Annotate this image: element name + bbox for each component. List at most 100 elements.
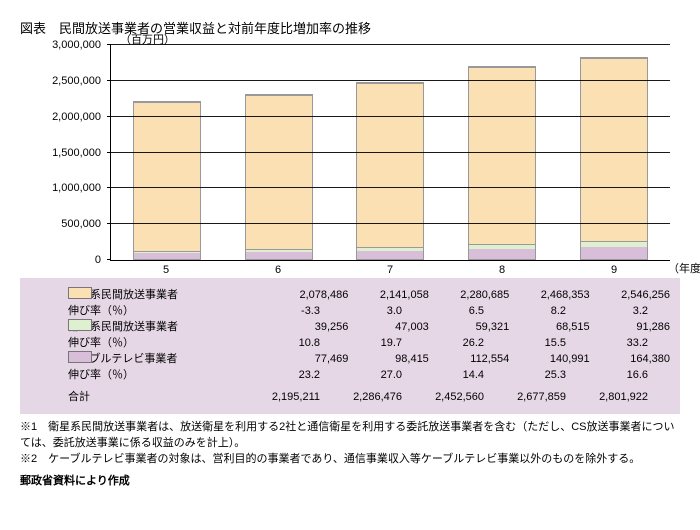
row-label: 地上系民間放送事業者 [68,286,268,302]
y-tick-label: 1,000,000 [41,182,101,194]
table-row: 伸び率（％）-3.33.06.58.23.2 [20,302,680,318]
x-end-label: （年度） [668,260,700,276]
cell-value: 2,078,486 [268,289,348,301]
gridline [111,116,670,117]
legend-swatch [68,287,92,299]
cell-value: 27.0 [320,369,402,381]
x-tick-label: 6 [244,264,312,276]
gridline [111,152,670,153]
cell-value: 10.8 [238,337,320,349]
cell-value: 91,286 [590,321,670,333]
cell-value: 2,677,859 [484,391,566,403]
cell-value: 14.4 [402,369,484,381]
source-line: 郵政省資料により作成 [20,474,680,490]
bar-segment-cable [246,252,312,259]
y-tick-label: 500,000 [41,218,101,230]
cell-value: 2,280,685 [429,289,509,301]
cell-value: -3.3 [238,305,320,317]
stacked-bar [580,57,648,260]
stacked-bar [356,82,424,260]
gridline [111,80,670,81]
table-row: 伸び率（％）10.819.726.215.533.2 [20,334,680,350]
legend-swatch [68,319,92,331]
row-label: 伸び率（％） [68,334,238,350]
table-row-total: 合計2,195,2112,286,4762,452,5602,677,8592,… [20,388,680,404]
stacked-bar [133,101,201,260]
footnote: ※2 ケーブルテレビ事業者の対象は、営利目的の事業者であり、通信事業収入等ケーブ… [20,452,680,468]
row-label: 合計 [68,388,238,404]
cell-value: 112,554 [429,353,509,365]
bar-column [245,94,313,260]
cell-value: 2,546,256 [590,289,670,301]
plot-area: 0500,0001,000,0001,500,0002,000,0002,500… [110,45,670,261]
bar-column [580,57,648,260]
cell-value: 2,468,353 [509,289,589,301]
cell-value: 2,141,058 [348,289,428,301]
cell-value: 3.0 [320,305,402,317]
chart-area: （百万円） （年度） 0500,0001,000,0001,500,0002,0… [110,45,670,261]
cell-value: 47,003 [348,321,428,333]
cell-value: 164,380 [590,353,670,365]
bar-segment-terrestrial [134,102,200,251]
x-tick-label: 5 [132,264,200,276]
bar-segment-terrestrial [581,58,647,240]
bar-segment-terrestrial [469,67,535,244]
y-tick-label: 1,500,000 [41,147,101,159]
cell-value: 2,452,560 [402,391,484,403]
row-label: 伸び率（％） [68,302,238,318]
legend-swatch [68,351,92,363]
table-row: 地上系民間放送事業者2,078,4862,141,0582,280,6852,4… [20,286,680,302]
bar-segment-cable [357,251,423,259]
row-label: ケーブルテレビ事業者 [68,350,268,366]
gridline [111,223,670,224]
cell-value: 23.2 [238,369,320,381]
bar-column [356,82,424,260]
cell-value: 8.2 [484,305,566,317]
cell-value: 25.3 [484,369,566,381]
cell-value: 59,321 [429,321,509,333]
bar-segment-terrestrial [246,95,312,248]
x-tick-label: 8 [468,264,536,276]
row-label: 衛星系民間放送事業者 [68,318,268,334]
stacked-bar [245,94,313,260]
x-tick-label: 7 [356,264,424,276]
cell-value: 2,801,922 [566,391,648,403]
bar-segment-cable [134,253,200,259]
cell-value: 3.2 [566,305,648,317]
cell-value: 15.5 [484,337,566,349]
cell-value: 140,991 [509,353,589,365]
cell-value: 2,195,211 [238,391,320,403]
data-table: 地上系民間放送事業者2,078,4862,141,0582,280,6852,4… [20,278,680,414]
y-tick-label: 2,500,000 [41,75,101,87]
bar-group [111,45,670,260]
stacked-bar [468,66,536,260]
bar-segment-cable [469,249,535,259]
gridline [111,187,670,188]
cell-value: 2,286,476 [320,391,402,403]
footnote: ※1 衛星系民間放送事業者は、放送衛星を利用する2社と通信衛星を利用する委託放送… [20,420,680,452]
cell-value: 39,256 [268,321,348,333]
row-label: 伸び率（％） [68,366,238,382]
bar-column [468,66,536,260]
cell-value: 77,469 [268,353,348,365]
cell-value: 98,415 [348,353,428,365]
x-axis-labels: 5 6 7 8 9 [110,261,670,276]
cell-value: 19.7 [320,337,402,349]
table-row: 伸び率（％）23.227.014.425.316.6 [20,366,680,382]
x-tick-label: 9 [580,264,648,276]
bar-column [133,101,201,260]
cell-value: 16.6 [566,369,648,381]
cell-value: 6.5 [402,305,484,317]
table-row: 衛星系民間放送事業者39,25647,00359,32168,51591,286 [20,318,680,334]
gridline [111,44,670,45]
cell-value: 26.2 [402,337,484,349]
footnotes: ※1 衛星系民間放送事業者は、放送衛星を利用する2社と通信衛星を利用する委託放送… [20,420,680,468]
bar-segment-terrestrial [357,83,423,246]
table-row: ケーブルテレビ事業者77,46998,415112,554140,991164,… [20,350,680,366]
y-tick-label: 2,000,000 [41,111,101,123]
cell-value: 68,515 [509,321,589,333]
y-tick-label: 3,000,000 [41,39,101,51]
y-tick-label: 0 [41,254,101,266]
cell-value: 33.2 [566,337,648,349]
chart-title: 図表 民間放送事業者の営業収益と対前年度比増加率の推移 [20,18,680,37]
